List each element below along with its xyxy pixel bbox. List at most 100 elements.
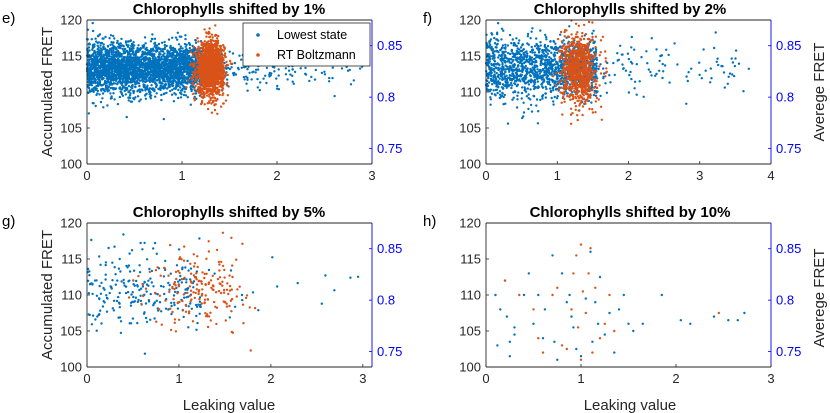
- point-lowest-state: [101, 69, 105, 73]
- point-lowest-state: [167, 86, 170, 89]
- point-lowest-state: [179, 58, 182, 62]
- point-lowest-state: [132, 41, 135, 44]
- point-lowest-state: [287, 69, 291, 72]
- point-lowest-state: [243, 66, 246, 69]
- point-lowest-state: [333, 94, 336, 98]
- point-lowest-state: [94, 81, 97, 85]
- point-lowest-state: [559, 33, 562, 36]
- point-lowest-state: [120, 88, 124, 91]
- point-rt-boltzmann: [195, 65, 198, 68]
- point-rt-boltzmann: [207, 51, 211, 54]
- point-lowest-state: [89, 70, 92, 74]
- point-rt-boltzmann: [189, 50, 192, 54]
- point-lowest-state: [166, 70, 169, 73]
- point-rt-boltzmann: [207, 77, 210, 80]
- point-lowest-state: [168, 50, 171, 53]
- panel-label-e: e): [2, 10, 15, 27]
- point-rt-boltzmann: [218, 55, 221, 59]
- point-lowest-state: [91, 29, 95, 33]
- point-lowest-state: [186, 76, 189, 79]
- point-lowest-state: [230, 66, 233, 69]
- point-lowest-state: [180, 61, 184, 64]
- point-lowest-state: [112, 79, 115, 82]
- point-rt-boltzmann: [208, 27, 211, 30]
- point-rt-boltzmann: [199, 66, 202, 70]
- point-rt-boltzmann: [200, 95, 203, 99]
- point-lowest-state: [323, 70, 326, 74]
- point-rt-boltzmann: [222, 76, 225, 80]
- point-lowest-state: [136, 95, 140, 98]
- point-rt-boltzmann: [222, 102, 225, 105]
- point-lowest-state: [94, 54, 98, 57]
- point-lowest-state: [163, 40, 166, 44]
- point-lowest-state: [293, 70, 297, 74]
- point-lowest-state: [184, 94, 188, 97]
- point-rt-boltzmann: [211, 99, 215, 103]
- point-rt-boltzmann: [201, 47, 205, 51]
- point-lowest-state: [130, 67, 133, 70]
- point-rt-boltzmann: [205, 88, 208, 91]
- point-lowest-state: [194, 92, 198, 95]
- point-lowest-state: [121, 67, 124, 71]
- point-rt-boltzmann: [210, 111, 214, 114]
- point-lowest-state: [153, 45, 156, 48]
- point-rt-boltzmann: [216, 76, 220, 80]
- point-rt-boltzmann: [199, 74, 202, 78]
- point-lowest-state: [182, 66, 186, 69]
- point-lowest-state: [169, 47, 173, 50]
- point-lowest-state: [144, 62, 147, 65]
- y-tick-label: 115: [61, 49, 82, 64]
- point-lowest-state: [102, 53, 105, 56]
- point-lowest-state: [126, 45, 130, 48]
- point-lowest-state: [665, 48, 668, 51]
- point-rt-boltzmann: [198, 58, 201, 62]
- point-lowest-state: [530, 30, 533, 33]
- point-lowest-state: [125, 71, 128, 75]
- point-lowest-state: [129, 77, 132, 81]
- right-y-tick-label: 0.85: [377, 38, 402, 53]
- point-lowest-state: [635, 93, 638, 96]
- point-lowest-state: [118, 87, 121, 90]
- point-lowest-state: [112, 41, 115, 44]
- point-lowest-state: [182, 93, 186, 97]
- point-rt-boltzmann: [208, 53, 211, 56]
- point-rt-boltzmann: [200, 68, 203, 72]
- point-lowest-state: [175, 76, 178, 79]
- point-rt-boltzmann: [207, 85, 210, 88]
- point-rt-boltzmann: [216, 71, 219, 74]
- point-lowest-state: [113, 37, 116, 40]
- point-lowest-state: [133, 72, 136, 75]
- point-lowest-state: [163, 92, 166, 95]
- point-lowest-state: [175, 63, 178, 66]
- point-lowest-state: [597, 67, 600, 71]
- point-lowest-state: [107, 65, 110, 68]
- point-rt-boltzmann: [211, 36, 214, 39]
- point-lowest-state: [129, 70, 132, 74]
- point-lowest-state: [91, 71, 95, 75]
- point-lowest-state: [275, 87, 279, 90]
- point-lowest-state: [139, 74, 143, 78]
- point-lowest-state: [165, 63, 169, 67]
- point-lowest-state: [163, 60, 167, 63]
- point-lowest-state: [182, 84, 185, 88]
- point-rt-boltzmann: [203, 103, 206, 106]
- point-lowest-state: [135, 62, 138, 66]
- point-lowest-state: [162, 63, 166, 67]
- point-lowest-state: [284, 67, 287, 70]
- point-lowest-state: [127, 99, 130, 102]
- point-lowest-state: [176, 38, 179, 41]
- point-lowest-state: [195, 97, 198, 101]
- point-lowest-state: [94, 104, 97, 108]
- point-lowest-state: [151, 57, 155, 60]
- point-rt-boltzmann: [212, 55, 215, 58]
- point-lowest-state: [144, 80, 147, 84]
- point-rt-boltzmann: [221, 87, 225, 90]
- point-lowest-state: [110, 41, 113, 44]
- point-lowest-state: [132, 89, 135, 93]
- point-rt-boltzmann: [203, 95, 206, 99]
- point-lowest-state: [299, 67, 302, 70]
- point-lowest-state: [118, 95, 122, 99]
- point-lowest-state: [112, 47, 115, 50]
- point-lowest-state: [93, 45, 96, 48]
